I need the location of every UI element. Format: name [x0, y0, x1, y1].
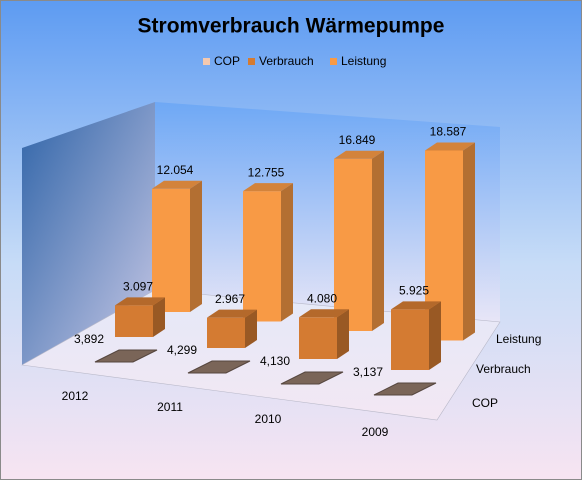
bar — [334, 150, 384, 331]
bar-top — [94, 349, 158, 363]
bar-top — [425, 142, 475, 151]
value-label: 4.080 — [307, 291, 337, 305]
bar — [187, 360, 251, 374]
value-label: 12.054 — [157, 163, 194, 177]
bar-top — [373, 382, 437, 396]
legend-swatch — [248, 58, 255, 65]
bar — [391, 301, 441, 370]
bar-front — [152, 188, 190, 312]
value-label: 5.925 — [399, 284, 429, 298]
bar — [115, 297, 165, 337]
value-label: 4,299 — [167, 343, 197, 357]
x-tick-label: 2009 — [362, 425, 389, 439]
legend: COP Verbrauch Leistung — [203, 54, 386, 68]
bar-front — [299, 317, 337, 359]
bar — [299, 309, 349, 359]
bar — [94, 349, 158, 363]
depth-tick-label: COP — [472, 396, 498, 410]
legend-label: Verbrauch — [259, 54, 314, 68]
value-label: 3,892 — [74, 332, 104, 346]
bar-top — [207, 309, 257, 318]
legend-swatch — [330, 58, 337, 65]
bar-top — [187, 360, 251, 374]
bar-top — [152, 180, 202, 189]
value-label: 2.967 — [215, 292, 245, 306]
bar — [243, 183, 293, 322]
legend-swatch — [203, 58, 210, 65]
bar — [207, 309, 257, 348]
bar-side — [281, 183, 293, 322]
bar-front — [207, 317, 245, 348]
bar-top — [299, 309, 349, 318]
chart-title: Stromverbrauch Wärmepumpe — [138, 15, 445, 38]
bar — [280, 371, 344, 385]
bar-side — [337, 309, 349, 359]
bar-front — [391, 309, 429, 370]
bar-side — [429, 301, 441, 370]
bar-front — [243, 191, 281, 322]
depth-tick-label: Leistung — [496, 332, 541, 346]
bar-top — [243, 183, 293, 192]
x-tick-label: 2012 — [62, 389, 89, 403]
side-wall — [22, 102, 155, 365]
bar-top — [391, 301, 441, 310]
value-label: 4,130 — [260, 354, 290, 368]
legend-label: COP — [214, 54, 240, 68]
bar — [152, 180, 202, 312]
value-label: 16.849 — [339, 133, 376, 147]
value-label: 18.587 — [430, 125, 467, 139]
bar-top — [334, 150, 384, 159]
legend-label: Leistung — [341, 54, 386, 68]
bar-side — [463, 142, 475, 341]
back-wall — [155, 102, 500, 322]
depth-tick-label: Verbrauch — [476, 362, 531, 376]
bar-side — [372, 150, 384, 331]
bar-top — [115, 297, 165, 306]
value-label: 3.097 — [123, 280, 153, 294]
bar-front — [115, 305, 153, 337]
bar-side — [245, 309, 257, 348]
bar-side — [153, 297, 165, 337]
x-tick-label: 2011 — [157, 400, 183, 414]
value-label: 12.755 — [248, 165, 285, 179]
x-tick-label: 2010 — [255, 412, 282, 426]
value-label: 3,137 — [353, 365, 383, 379]
bar-top — [280, 371, 344, 385]
bar-front — [334, 158, 372, 331]
bar — [373, 382, 437, 396]
bar-side — [190, 180, 202, 312]
